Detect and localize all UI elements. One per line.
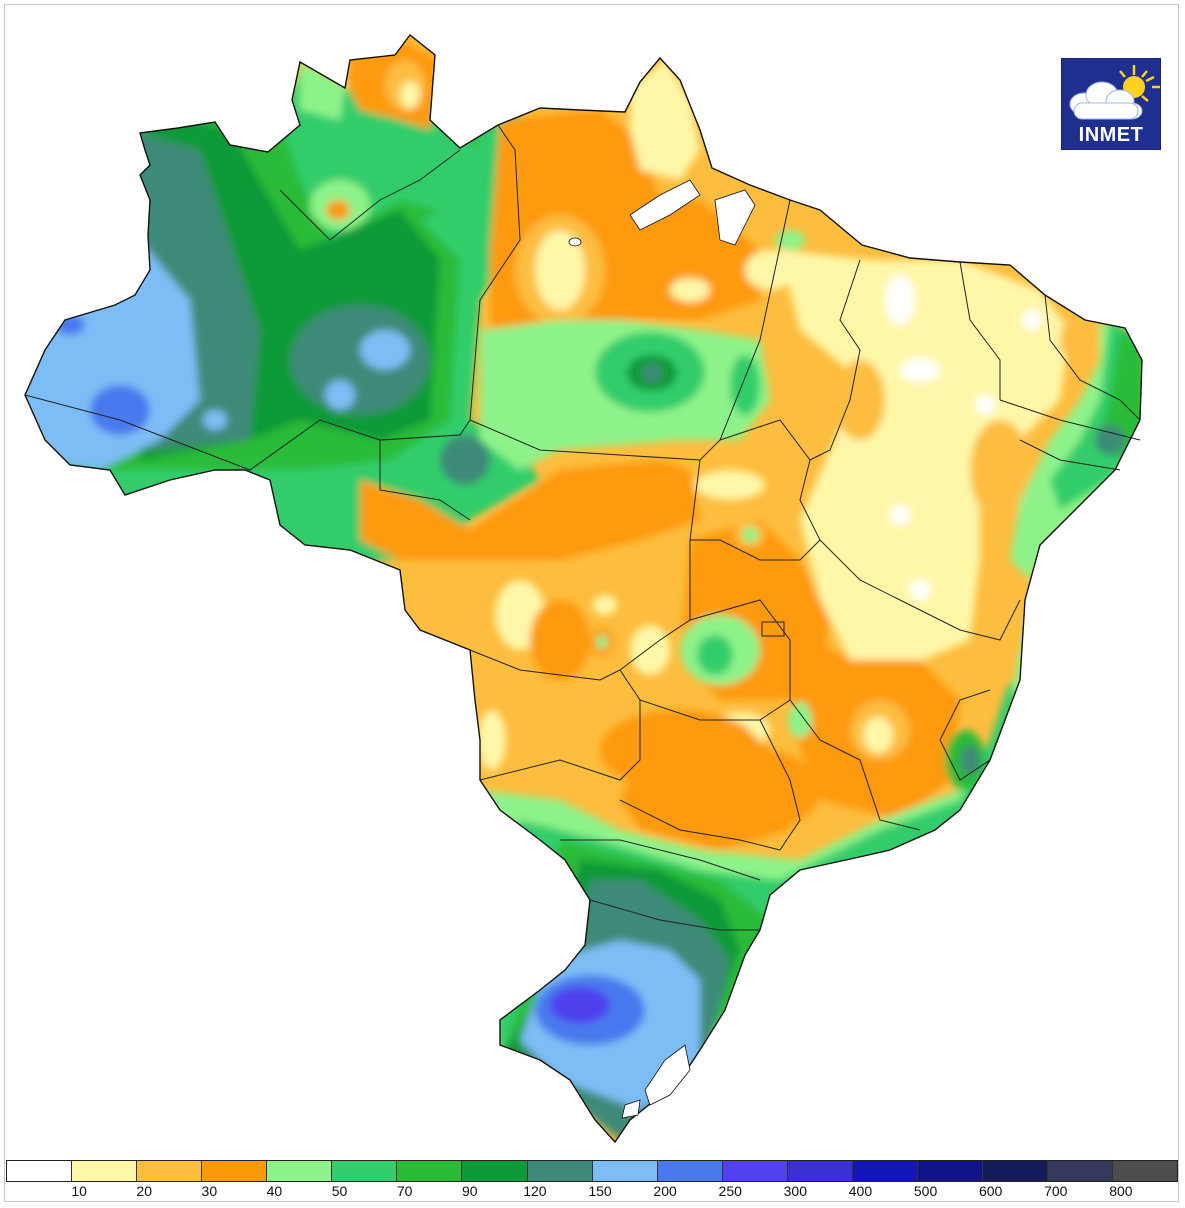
- legend-label: 200: [653, 1183, 677, 1199]
- legend-swatch: [982, 1161, 1048, 1181]
- logo-text: INMET: [1078, 124, 1144, 146]
- legend-swatch: [527, 1161, 593, 1181]
- legend-label: 90: [461, 1183, 478, 1199]
- legend-label: 70: [396, 1183, 413, 1199]
- legend-swatch: [462, 1161, 528, 1181]
- legend-swatch: [592, 1161, 658, 1181]
- precipitation-legend: 10 20 30 40 50 70 90 120 150 200 250 300 400 500 600 70…: [6, 1160, 1178, 1202]
- legend-swatch: [267, 1161, 333, 1181]
- legend-label: 700: [1044, 1183, 1068, 1199]
- precipitation-map: [24, 34, 1143, 1143]
- legend-swatch: [7, 1161, 73, 1181]
- legend-label: 600: [978, 1183, 1003, 1199]
- legend-swatch: [917, 1161, 983, 1181]
- legend-label: 500: [913, 1183, 938, 1199]
- legend-swatch: [72, 1161, 138, 1181]
- legend-label: 20: [136, 1183, 153, 1199]
- legend-label: 120: [523, 1183, 547, 1199]
- legend-label: 800: [1109, 1183, 1133, 1199]
- legend-swatch: [657, 1161, 723, 1181]
- cloud-sun-icon: [1069, 65, 1160, 120]
- water-bodies: [568, 179, 756, 1119]
- legend-label: 30: [201, 1183, 218, 1199]
- precipitation-fields: [25, 35, 1142, 1142]
- legend-swatch: [332, 1161, 398, 1181]
- legend-label: 10: [71, 1183, 87, 1199]
- legend-label: 300: [783, 1183, 808, 1199]
- legend-swatch: [722, 1161, 788, 1181]
- legend-swatch: [1113, 1161, 1178, 1181]
- legend-swatch: [202, 1161, 268, 1181]
- legend-labels: 10 20 30 40 50 70 90 120 150 200 250 300 400 500 600 70…: [6, 1182, 1178, 1202]
- legend-swatch: [1048, 1161, 1114, 1181]
- legend-swatch: [787, 1161, 853, 1181]
- legend-label: 40: [266, 1183, 283, 1199]
- legend-label: 400: [848, 1183, 873, 1199]
- legend-label: 150: [588, 1183, 612, 1199]
- legend-swatch: [397, 1161, 463, 1181]
- state-borders: [24, 124, 1141, 931]
- legend-swatch: [852, 1161, 918, 1181]
- inmet-logo: INMET: [1061, 58, 1161, 150]
- legend-label: 250: [718, 1183, 742, 1199]
- legend-label: 50: [331, 1183, 348, 1199]
- legend-color-bar: [6, 1160, 1178, 1182]
- legend-swatch: [137, 1161, 203, 1181]
